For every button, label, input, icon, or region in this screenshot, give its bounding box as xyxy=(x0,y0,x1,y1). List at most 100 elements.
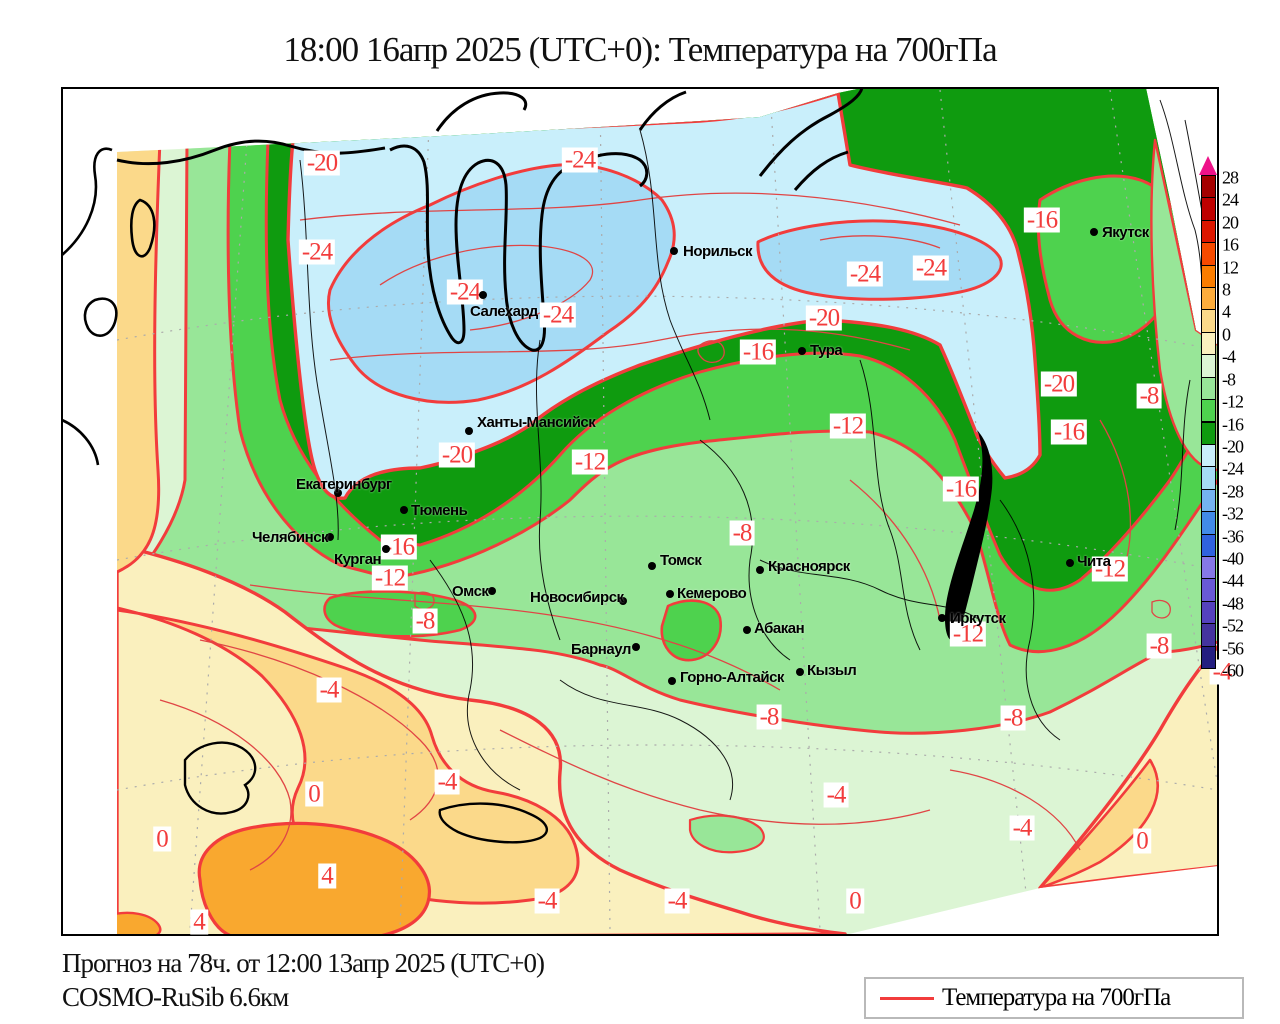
colorbar-segment xyxy=(1201,533,1216,557)
colorbar-segment xyxy=(1201,399,1216,423)
contour-value-label: -12 xyxy=(571,449,609,475)
contour-value-label: -4 xyxy=(434,769,460,795)
colorbar-tick-label: -36 xyxy=(1222,526,1244,547)
city-label: Иркутск xyxy=(950,610,1006,627)
map-frame xyxy=(61,87,1219,936)
colorbar-tick-label: -28 xyxy=(1222,481,1244,502)
city-dot xyxy=(938,614,946,622)
contour-value-label: -8 xyxy=(729,520,755,546)
city-label: Кемерово xyxy=(677,585,747,602)
colorbar-tick-label: -20 xyxy=(1222,436,1244,457)
contour-value-label: -8 xyxy=(1000,705,1026,731)
colorbar-segment xyxy=(1201,645,1216,669)
city-dot xyxy=(1090,228,1098,236)
colorbar-tick-label: 20 xyxy=(1222,212,1239,233)
colorbar-tick-label: 16 xyxy=(1222,234,1239,255)
city-label: Норильск xyxy=(683,243,752,260)
colorbar-segment xyxy=(1201,600,1216,625)
model-info: COSMO-RuSib 6.6км xyxy=(62,982,289,1012)
city-label: Салехард xyxy=(470,303,538,320)
contour-value-label: -12 xyxy=(829,413,867,439)
city-dot xyxy=(670,247,678,255)
city-dot xyxy=(619,597,627,605)
colorbar-tick-label: 24 xyxy=(1222,189,1239,210)
city-dot xyxy=(648,562,656,570)
colorbar-overflow-triangle xyxy=(1199,156,1217,175)
colorbar-segment xyxy=(1201,219,1216,244)
city-dot xyxy=(1066,559,1074,567)
city-label: Горно-Алтайск xyxy=(680,669,784,686)
city-dot xyxy=(796,668,804,676)
graticule xyxy=(117,89,1218,931)
contour-value-label: -24 xyxy=(446,279,484,305)
contour-value-label: -12 xyxy=(1091,556,1129,582)
colorbar-segment xyxy=(1201,466,1216,490)
legend-box: Температура на 700гПа xyxy=(864,977,1244,1019)
city-dot xyxy=(382,545,390,553)
city-dot xyxy=(668,677,676,685)
contour-value-label: -16 xyxy=(1023,207,1061,233)
city-label: Тура xyxy=(810,342,843,359)
contour-value-label: -24 xyxy=(912,255,950,281)
page-title: 18:00 16апр 2025 (UTC+0): Температура на… xyxy=(283,30,997,69)
contour-value-label: -20 xyxy=(805,305,843,331)
contour-value-label: 4 xyxy=(190,909,208,935)
contour-value-label: 0 xyxy=(305,781,323,807)
colorbar-segment xyxy=(1201,175,1216,199)
colorbar-tick-label: -8 xyxy=(1222,369,1236,390)
city-dot xyxy=(488,587,496,595)
colorbar-segment xyxy=(1201,264,1216,289)
colorbar-segment xyxy=(1201,287,1216,311)
colorbar-segment xyxy=(1201,488,1216,513)
colorbar-segment xyxy=(1201,309,1216,333)
forecast-info: Прогноз на 78ч. от 12:00 13апр 2025 (UTC… xyxy=(62,948,545,978)
colorbar-tick-label: -24 xyxy=(1222,458,1244,479)
contour-value-label: -20 xyxy=(1040,371,1078,397)
city-label: Томск xyxy=(660,552,702,569)
colorbar-tick-label: 12 xyxy=(1222,257,1239,278)
city-label: Новосибирск xyxy=(530,589,624,606)
city-dot xyxy=(334,489,342,497)
city-dot xyxy=(465,427,473,435)
city-label: Абакан xyxy=(754,620,805,637)
colorbar-segment xyxy=(1201,242,1216,266)
contour-value-label: 0 xyxy=(846,888,864,914)
coastlines xyxy=(61,87,1211,844)
contour-value-label: -24 xyxy=(561,147,599,173)
colorbar-segment xyxy=(1201,331,1216,356)
colorbar-tick-label: -52 xyxy=(1222,615,1244,636)
contour-value-label: -24 xyxy=(846,261,884,287)
colorbar-tick-label: 0 xyxy=(1222,324,1231,345)
city-label: Барнаул xyxy=(571,641,631,658)
city-label: Челябинск xyxy=(252,529,329,546)
colorbar-segment xyxy=(1201,555,1216,580)
colorbar-tick-label: 28 xyxy=(1222,167,1239,188)
legend-label: Температура на 700гПа xyxy=(942,984,1171,1011)
contour-value-label: -16 xyxy=(1050,419,1088,445)
contour-value-label: -4 xyxy=(1009,815,1035,841)
colorbar-segment xyxy=(1201,623,1216,647)
city-label: Красноярск xyxy=(768,558,850,575)
contour-value-label: -16 xyxy=(739,339,777,365)
contour-value-label: -4 xyxy=(534,888,560,914)
city-label: Якутск xyxy=(1102,224,1149,241)
colorbar-segment xyxy=(1201,421,1216,445)
colorbar-segment xyxy=(1201,443,1216,468)
colorbar-segment xyxy=(1201,578,1216,602)
colorbar-tick-label: -4 xyxy=(1222,346,1236,367)
legend-line-swatch xyxy=(880,996,934,1000)
colorbar-tick-label: -48 xyxy=(1222,593,1244,614)
contour-value-label: -4 xyxy=(664,888,690,914)
contour-value-label: -8 xyxy=(412,608,438,634)
colorbar-tick-label: -16 xyxy=(1222,414,1244,434)
contour-value-label: -20 xyxy=(303,150,341,176)
contour-value-label: 0 xyxy=(1133,828,1151,854)
contour-value-label: -12 xyxy=(949,621,987,647)
colorbar-segment xyxy=(1201,197,1216,221)
contour-value-label: -24 xyxy=(298,239,336,265)
colorbar-tick-label: -40 xyxy=(1222,548,1244,569)
contour-value-label: -8 xyxy=(1136,383,1162,409)
colorbar-segment xyxy=(1201,376,1216,401)
